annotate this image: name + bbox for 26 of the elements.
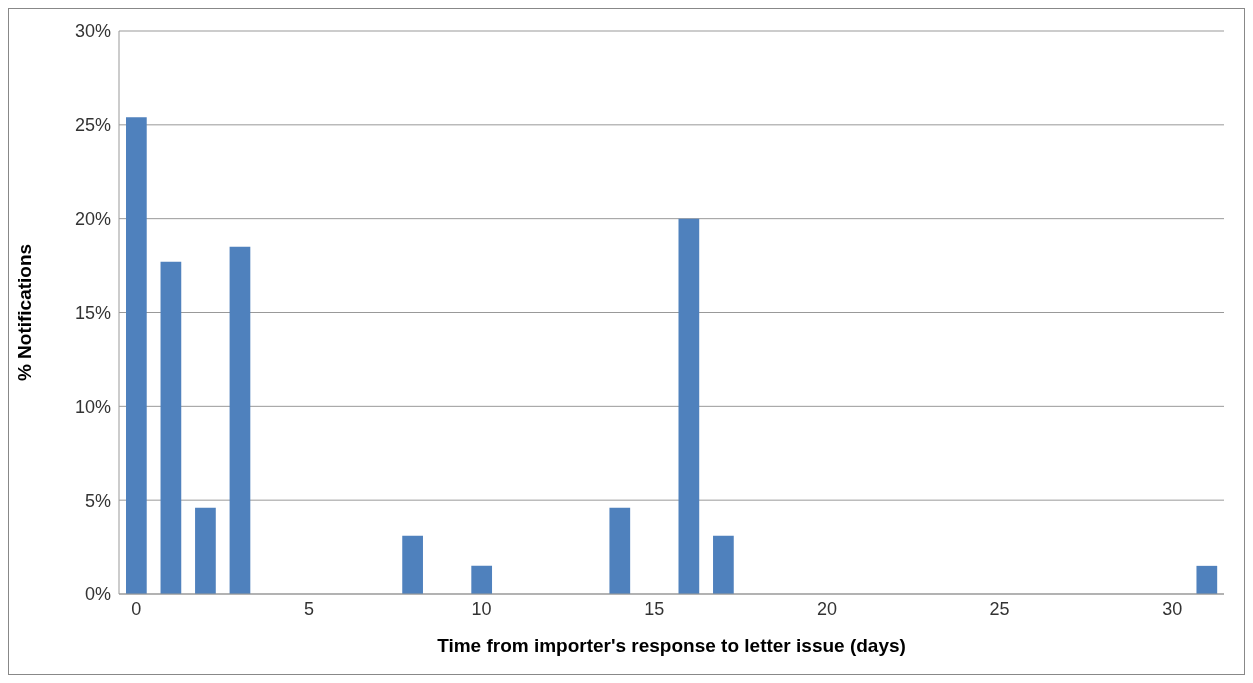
x-axis-title: Time from importer's response to letter issue (days) [437, 635, 906, 656]
x-tick-label: 5 [303, 598, 314, 619]
x-tick-label: 25 [989, 598, 1010, 619]
y-tick-label: 0% [84, 584, 111, 605]
y-tick-label: 20% [74, 209, 111, 230]
y-tick-label: 5% [84, 490, 111, 511]
bar [126, 117, 147, 594]
bar [713, 535, 734, 594]
bar [160, 261, 182, 594]
y-tick-label: 30% [74, 21, 111, 42]
x-tick-label: 30 [1162, 598, 1183, 619]
x-tick-label: 15 [644, 598, 665, 619]
bar [402, 535, 423, 594]
bar [229, 246, 251, 594]
bar [471, 565, 493, 594]
y-axis-title: % Notifications [13, 243, 35, 382]
y-tick-label: 15% [74, 302, 111, 323]
y-tick-label: 25% [74, 115, 111, 136]
x-tick-label: 10 [471, 598, 492, 619]
bar [678, 218, 700, 594]
y-tick-label: 10% [74, 396, 111, 417]
bar [1196, 565, 1218, 594]
bar [195, 507, 216, 594]
x-tick-label: 0 [131, 598, 142, 619]
bar [609, 507, 631, 594]
x-tick-label: 20 [816, 598, 837, 619]
